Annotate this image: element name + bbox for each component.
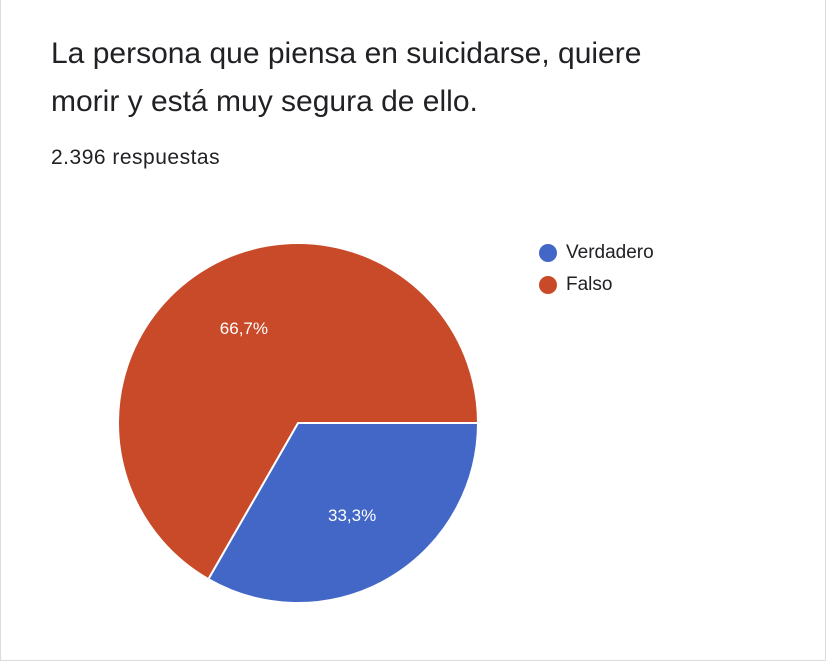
question-title: La persona que piensa en suicidarse, qui… xyxy=(51,30,791,126)
response-count: 2.396 respuestas xyxy=(51,146,221,169)
question-title-line-1: La persona que piensa en suicidarse, qui… xyxy=(51,37,642,70)
legend-label-falso: Falso xyxy=(566,274,612,295)
legend-swatch-falso xyxy=(539,276,557,294)
pie-slice-verdadero[interactable] xyxy=(207,422,479,604)
question-title-line-2: morir y está muy segura de ello. xyxy=(51,85,478,118)
slice-label-verdadero: 33,3% xyxy=(328,506,376,525)
legend-label-verdadero: Verdadero xyxy=(566,242,654,263)
pie-slice-falso[interactable] xyxy=(117,242,479,581)
legend-swatch-verdadero xyxy=(539,244,557,262)
slice-label-falso: 66,7% xyxy=(220,319,268,338)
